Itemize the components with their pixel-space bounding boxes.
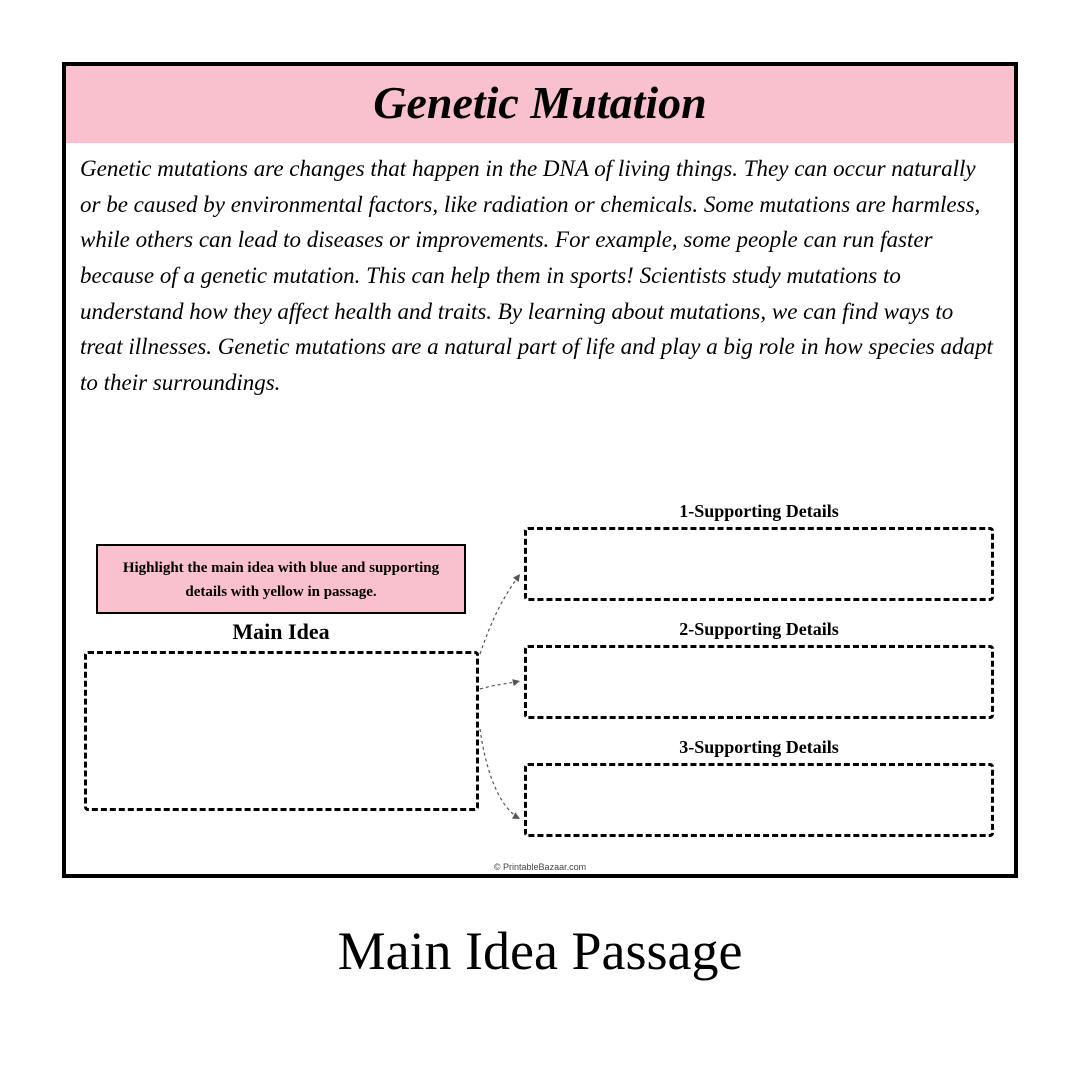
main-idea-label: Main Idea [96,619,466,645]
detail-1-label: 1-Supporting Details [524,501,994,522]
graphic-organizer: Highlight the main idea with blue and su… [66,479,1014,874]
title-bar: Genetic Mutation [66,66,1014,143]
detail-3-label: 3-Supporting Details [524,737,994,758]
passage-text: Genetic mutations are changes that happe… [66,143,1014,400]
detail-2-label: 2-Supporting Details [524,619,994,640]
connector-arrows [472,559,532,859]
worksheet-title: Genetic Mutation [66,76,1014,129]
detail-1-input-box[interactable] [524,527,994,601]
copyright-text: © PrintableBazaar.com [66,862,1014,872]
page-caption: Main Idea Passage [0,920,1080,982]
worksheet-frame: Genetic Mutation Genetic mutations are c… [62,62,1018,878]
detail-2-input-box[interactable] [524,645,994,719]
main-idea-input-box[interactable] [84,651,479,811]
detail-3-input-box[interactable] [524,763,994,837]
instruction-box: Highlight the main idea with blue and su… [96,544,466,614]
